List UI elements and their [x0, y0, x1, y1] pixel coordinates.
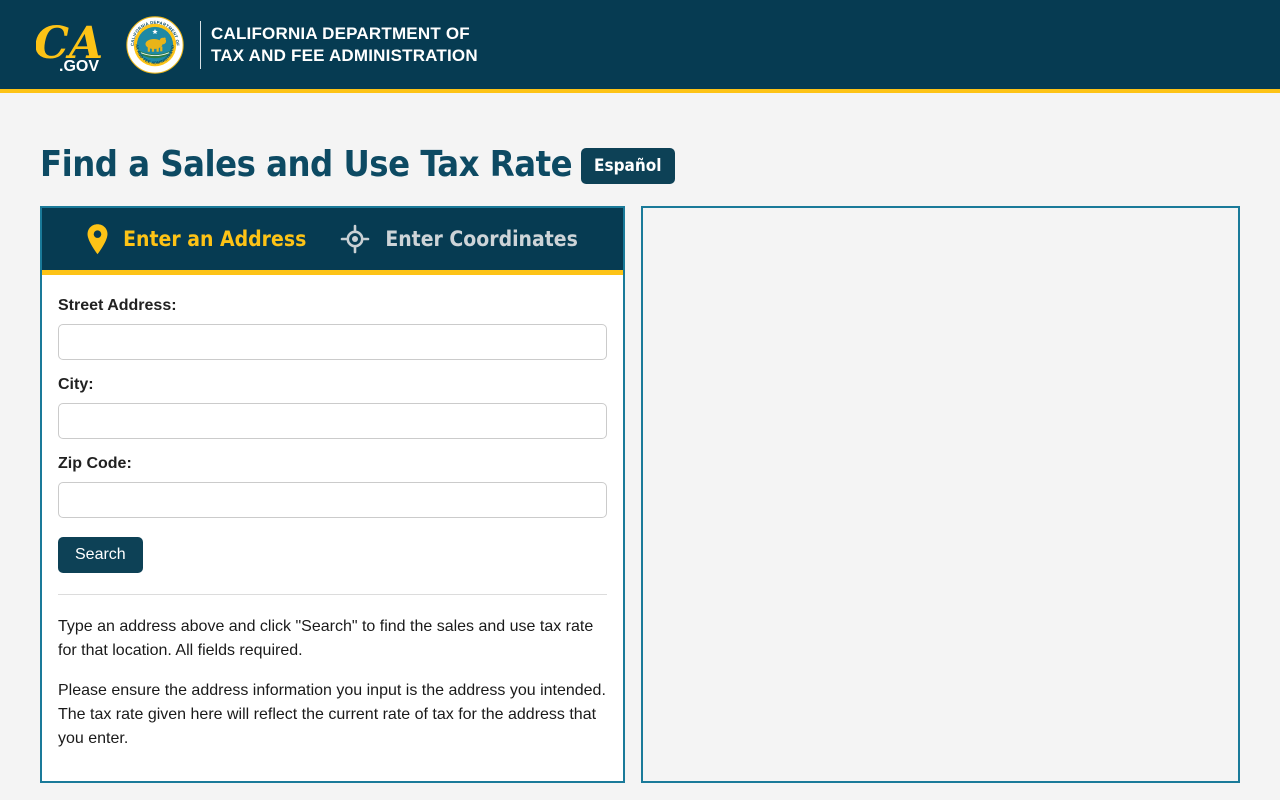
- search-button[interactable]: Search: [58, 537, 143, 573]
- tab-enter-coordinates-label: Enter Coordinates: [385, 227, 578, 251]
- street-address-input[interactable]: [58, 324, 607, 360]
- espanol-button[interactable]: Español: [581, 148, 675, 184]
- crosshair-icon: [341, 224, 370, 254]
- zip-code-input[interactable]: [58, 482, 607, 518]
- tab-enter-an-address[interactable]: Enter an Address: [87, 223, 307, 255]
- department-name-line1: CALIFORNIA DEPARTMENT OF: [211, 23, 470, 43]
- address-form: Street Address: City: Zip Code: Search T…: [42, 275, 623, 781]
- cdtfa-seal-icon: CALIFORNIA DEPARTMENT OF TAX AND FEE ADM…: [126, 16, 184, 74]
- instructions-paragraph: Type an address above and click "Search"…: [58, 618, 594, 659]
- site-header: CA .GOV CALIFORNIA DEPARTMENT OF TAX AND…: [0, 0, 1280, 93]
- cagov-logo-icon[interactable]: CA .GOV: [36, 16, 102, 74]
- department-name-line2: TAX AND FEE ADMINISTRATION: [211, 45, 478, 65]
- seal-ground-icon: [139, 50, 171, 58]
- cagov-logo-gov: .GOV: [59, 58, 99, 74]
- tab-bar: Enter an Address Enter Coordinates: [42, 208, 623, 275]
- map-panel[interactable]: [641, 206, 1240, 783]
- main-content: Find a Sales and Use Tax Rate Español En…: [0, 93, 1280, 783]
- seal-bear-icon: [145, 36, 167, 52]
- disclaimer-paragraph: Please ensure the address information yo…: [58, 682, 606, 747]
- header-divider: [200, 20, 201, 69]
- tab-enter-coordinates[interactable]: Enter Coordinates: [340, 224, 578, 254]
- city-label: City:: [58, 376, 94, 393]
- department-name: CALIFORNIA DEPARTMENT OF TAX AND FEE ADM…: [211, 23, 478, 66]
- street-address-label: Street Address:: [58, 297, 177, 314]
- city-input[interactable]: [58, 403, 607, 439]
- map-pin-icon: [87, 223, 108, 254]
- search-panel: Enter an Address Enter Coordinates: [40, 206, 625, 783]
- title-row: Find a Sales and Use Tax Rate Español: [40, 93, 1240, 185]
- cagov-logo-ca: CA: [36, 18, 102, 69]
- zip-code-label: Zip Code:: [58, 455, 132, 472]
- tab-enter-an-address-label: Enter an Address: [123, 227, 307, 251]
- page-title: Find a Sales and Use Tax Rate: [40, 143, 573, 185]
- form-divider: [58, 594, 607, 595]
- content-row: Enter an Address Enter Coordinates: [40, 206, 1240, 783]
- seal-star-icon: [152, 28, 158, 34]
